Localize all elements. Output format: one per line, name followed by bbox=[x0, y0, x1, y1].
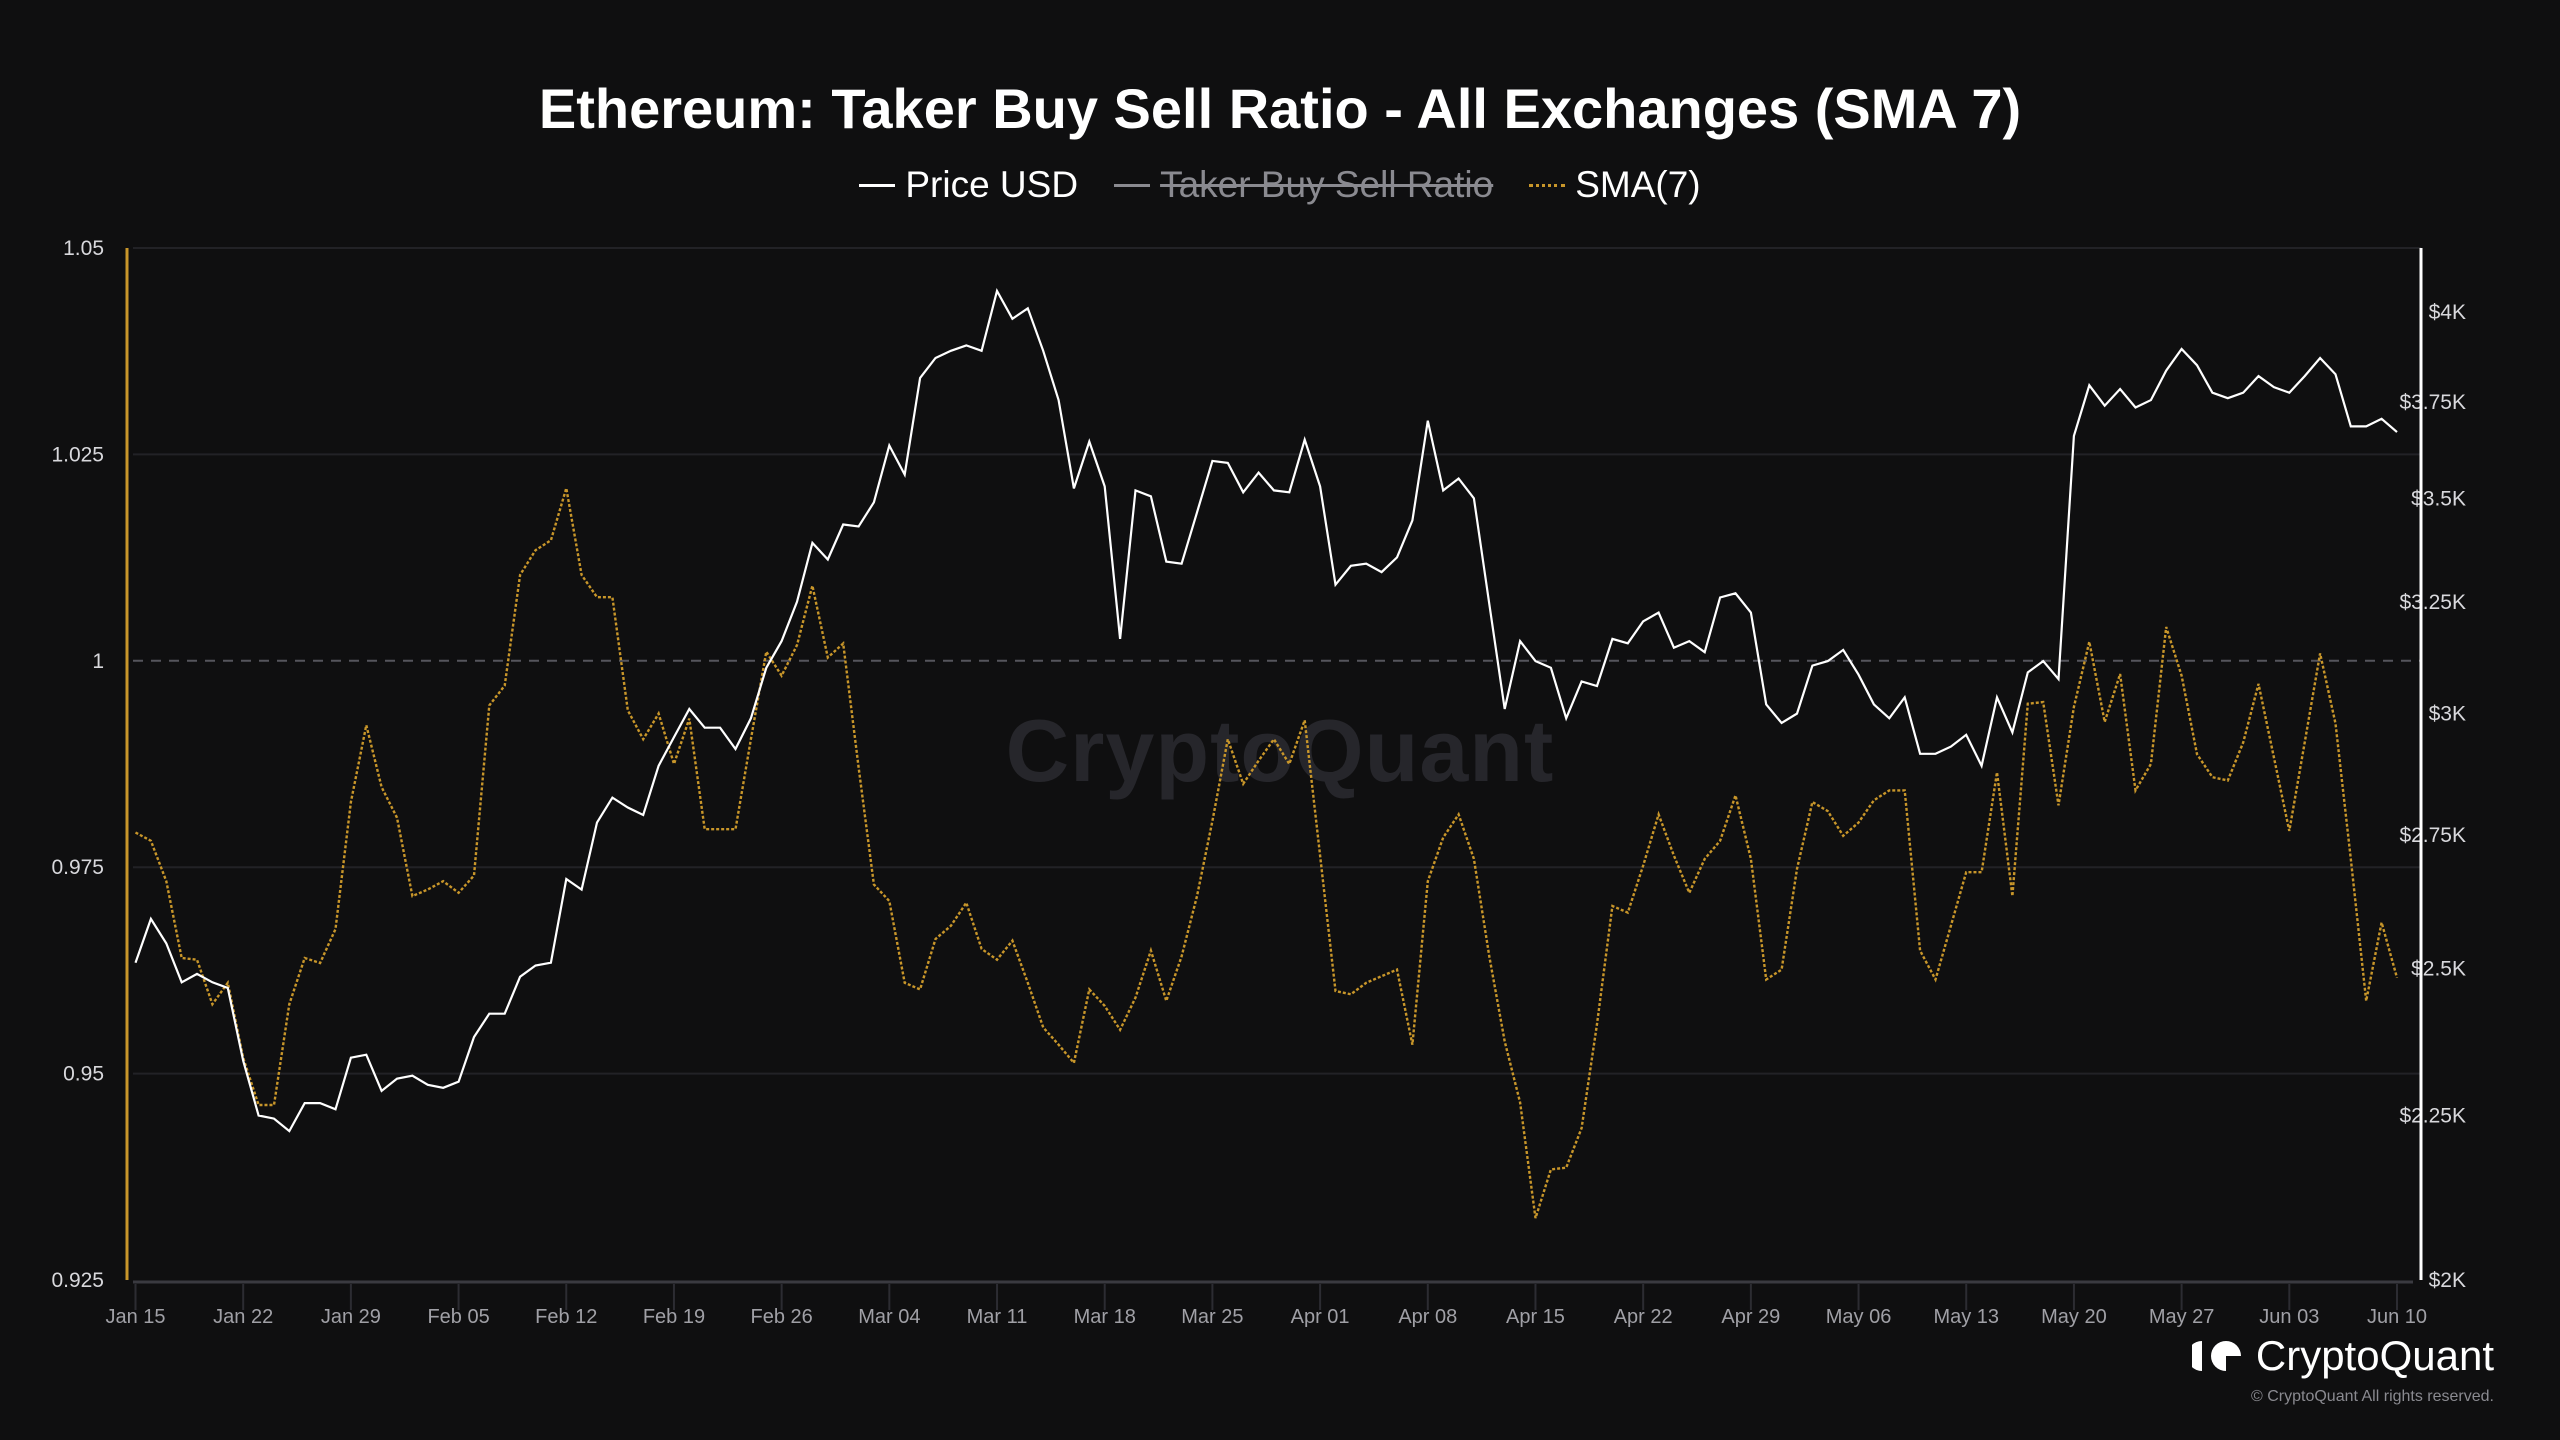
x-axis-tick-label: Jan 22 bbox=[213, 1306, 273, 1328]
x-axis-tick-label: May 20 bbox=[2041, 1306, 2107, 1328]
legend: Price USD Taker Buy Sell Ratio SMA(7) bbox=[0, 164, 2560, 206]
right-axis-tick-label: $3.75K bbox=[2399, 391, 2466, 414]
legend-label-price-usd: Price USD bbox=[905, 164, 1079, 205]
brand-logo: CryptoQuant bbox=[2191, 1332, 2494, 1380]
left-axis-tick-label: 0.925 bbox=[51, 1269, 104, 1292]
x-axis-tick-label: Jun 10 bbox=[2367, 1306, 2427, 1328]
x-axis-tick-label: Apr 15 bbox=[1506, 1306, 1565, 1328]
right-axis-tick-label: $3.25K bbox=[2399, 591, 2466, 614]
price-line-swatch-icon bbox=[859, 183, 896, 187]
right-axis-tick-label: $2.75K bbox=[2399, 824, 2466, 847]
left-axis-tick-label: 0.975 bbox=[51, 856, 104, 879]
watermark: CryptoQuant bbox=[1005, 701, 1555, 800]
left-axis-tick-label: 0.95 bbox=[63, 1063, 104, 1086]
x-axis-tick-label: Jan 15 bbox=[105, 1306, 165, 1328]
x-axis-tick-label: Feb 26 bbox=[751, 1306, 813, 1328]
left-axis-tick-label: 1 bbox=[92, 650, 104, 673]
x-axis-tick-label: May 13 bbox=[1933, 1306, 1999, 1328]
legend-item-price-usd[interactable]: Price USD bbox=[859, 164, 1078, 206]
legend-label-taker-buy-sell-ratio: Taker Buy Sell Ratio bbox=[1160, 164, 1494, 205]
right-axis-tick-label: $3.5K bbox=[2411, 487, 2466, 510]
x-axis-tick-label: Mar 11 bbox=[967, 1306, 1028, 1328]
sma7-line bbox=[134, 487, 2399, 1219]
right-axis-tick-label: $3K bbox=[2429, 703, 2466, 726]
chart-title: Ethereum: Taker Buy Sell Ratio - All Exc… bbox=[538, 77, 2022, 140]
legend-item-taker-buy-sell-ratio[interactable]: Taker Buy Sell Ratio bbox=[1114, 164, 1493, 206]
x-axis-tick-label: Jan 29 bbox=[321, 1306, 381, 1328]
legend-label-sma7: SMA(7) bbox=[1575, 164, 1701, 205]
x-axis-tick-label: Feb 12 bbox=[535, 1306, 597, 1328]
cryptoquant-logo-icon bbox=[2191, 1341, 2242, 1372]
x-axis-tick-label: Mar 25 bbox=[1181, 1306, 1243, 1328]
x-axis-tick-label: Mar 18 bbox=[1074, 1306, 1136, 1328]
left-axis-tick-label: 1.05 bbox=[63, 237, 104, 260]
x-axis-tick-label: Jun 03 bbox=[2259, 1306, 2319, 1328]
right-axis-tick-label: $4K bbox=[2429, 301, 2466, 324]
brand-name: CryptoQuant bbox=[2255, 1332, 2494, 1379]
x-axis-tick-label: May 27 bbox=[2149, 1306, 2215, 1328]
copyright: © CryptoQuant All rights reserved. bbox=[2251, 1388, 2494, 1405]
x-axis-tick-label: Mar 04 bbox=[858, 1306, 920, 1328]
x-axis-tick-label: Feb 05 bbox=[427, 1306, 489, 1328]
x-axis-tick-label: Apr 01 bbox=[1291, 1306, 1350, 1328]
legend-item-sma7[interactable]: SMA(7) bbox=[1529, 164, 1701, 206]
right-axis-tick-label: $2.25K bbox=[2399, 1104, 2466, 1127]
x-axis-tick-label: Feb 19 bbox=[643, 1306, 705, 1328]
sma-line-swatch-icon bbox=[1529, 183, 1566, 187]
x-axis-tick-label: Apr 22 bbox=[1614, 1306, 1673, 1328]
right-axis-tick-label: $2K bbox=[2429, 1269, 2466, 1292]
ratio-line-swatch-icon bbox=[1114, 183, 1151, 187]
price-usd-line bbox=[134, 288, 2398, 1133]
right-axis-tick-label: $2.5K bbox=[2411, 957, 2466, 980]
x-axis-tick-label: Apr 29 bbox=[1721, 1306, 1780, 1328]
x-axis-tick-label: Apr 08 bbox=[1398, 1306, 1457, 1328]
left-axis-tick-label: 1.025 bbox=[51, 443, 104, 466]
x-axis-tick-label: May 06 bbox=[1826, 1306, 1892, 1328]
